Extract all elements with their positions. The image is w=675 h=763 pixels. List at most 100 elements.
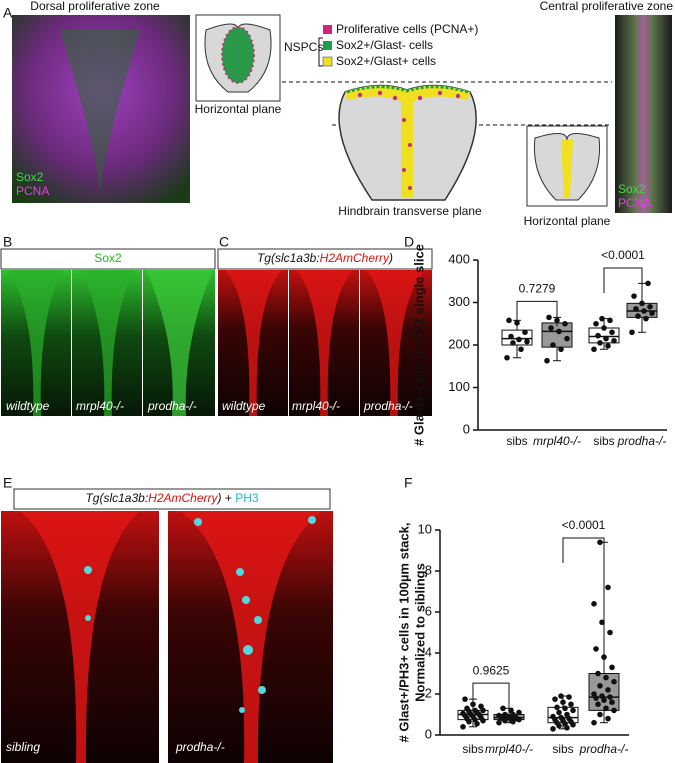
data-point [524,338,530,345]
header-box [0,248,216,270]
data-point [599,619,605,626]
data-point [550,726,556,732]
header-part: H2AmCherry [148,491,218,505]
x-tick-label: sibs [506,434,527,448]
genotype-label: wildtype [222,399,266,413]
x-tick-label: mrpl40-/- [533,434,581,448]
y-tick-label: 400 [448,251,470,266]
data-point [599,315,605,322]
x-tick-label: sibs [462,742,483,756]
data-point [639,300,645,307]
y-tick-label: 300 [448,294,470,309]
data-point [562,320,568,327]
panel-label: C [219,234,229,250]
stain-label: Sox2 [618,182,646,196]
header-part: + [222,491,236,505]
y-tick-label: 200 [448,336,470,351]
data-point [472,707,478,714]
header-part: ) [216,491,222,505]
data-point [597,711,603,718]
panel-label: F [404,475,413,491]
comparison-bracket [472,682,510,709]
panel-label: B [3,234,12,250]
data-point [570,707,576,714]
data-point [464,705,470,712]
micrographs [1,270,215,416]
data-point [556,328,562,335]
data-point [597,340,603,346]
micrographs [218,270,432,416]
header-box [13,488,331,510]
data-point [611,678,617,685]
glast-region [345,85,470,198]
y-tick-label: 8 [425,562,432,577]
data-point [566,694,572,700]
genotype-label: wildtype [6,399,50,413]
micrograph-feature [638,15,650,213]
data-point [550,713,556,720]
data-point [516,709,522,716]
y-axis-label: # Glast+ cells in CPZ single slice [411,244,426,446]
data-point [605,584,611,591]
data-point [496,719,502,726]
data-point [643,315,649,322]
data-point [597,683,603,689]
y-tick-label: 4 [425,644,432,659]
data-point [605,343,611,349]
stain-label: Sox2 [16,170,44,184]
data-point [508,707,514,714]
data-point [607,629,613,636]
genotype-label: prodha-/- [147,399,197,413]
legend-swatch [323,25,332,34]
data-point [478,703,484,710]
nspc-layer [346,85,469,94]
image-title: Dorsal proliferative zone [30,0,160,13]
data-point [599,693,605,699]
data-point [522,329,528,336]
data-point [516,336,522,343]
data-point [601,654,607,660]
y-tick-label: 0 [463,421,470,436]
data-point [460,724,466,730]
p-value: 0.7279 [519,282,556,296]
p-value: <0.0001 [562,518,606,532]
data-point [562,705,568,712]
data-point [506,317,512,324]
legend-swatch [323,41,332,50]
data-point [462,696,468,702]
box [541,322,573,348]
data-point [510,340,516,346]
y-axis-label: Normalized to siblings [412,563,427,702]
panel-label: E [3,475,12,491]
header-part: Tg(slc1a3b: [257,251,320,265]
y-tick-label: 10 [418,521,432,536]
pcna-cells [357,90,461,190]
comparison-bracket [562,537,605,563]
legend-label: Sox2+/Glast- cells [336,38,433,52]
data-point [633,306,639,312]
genotype-label: prodha-/- [363,399,413,413]
p-value: <0.0001 [601,248,645,262]
data-point [607,694,613,700]
data-point [603,335,609,342]
header-part: H2AmCherry [320,251,390,265]
data-point [607,317,613,324]
data-point [611,337,617,344]
data-point [560,699,566,705]
data-point [595,332,601,339]
y-tick-label: 6 [425,603,432,618]
panel-header: Sox2 [94,251,122,265]
header-part: Tg(slc1a3b: [85,491,148,505]
header-part: PH3 [235,491,259,505]
data-point [603,705,609,712]
data-point [593,646,599,652]
data-point [595,670,601,677]
stain-label: PCNA [16,184,49,198]
data-point [603,674,609,681]
stain-label: PCNA [618,196,651,210]
data-point [641,308,647,314]
legend-label: Proliferative cells (PCNA+) [336,22,478,36]
data-point [504,354,510,361]
data-point [552,696,558,702]
x-tick-label: prodha-/- [617,434,667,448]
